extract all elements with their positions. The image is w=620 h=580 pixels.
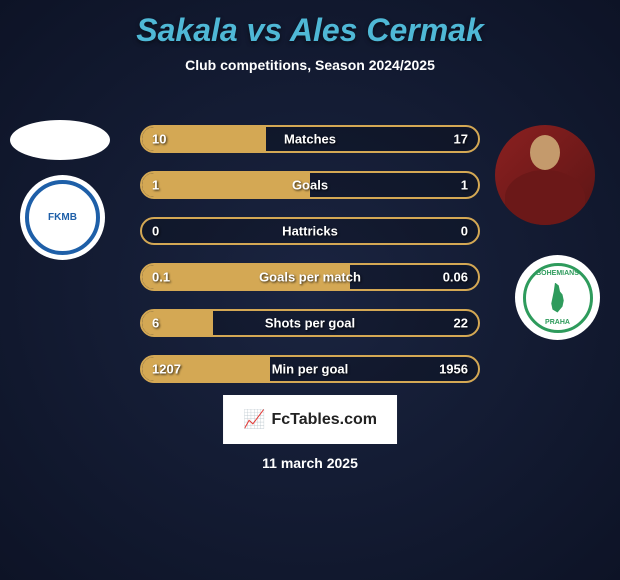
player-right-avatar [495,125,595,225]
stat-label: Matches [284,132,336,147]
comparison-title: Sakala vs Ales Cermak [0,12,620,49]
club-right-bottom: PRAHA [545,319,570,326]
stat-value-right: 1 [461,178,468,193]
chart-icon: 📈 [243,409,265,430]
player-head [530,135,560,170]
stat-value-left: 0.1 [152,270,170,285]
kangaroo-icon [545,283,570,313]
stats-container: 10 Matches 17 1 Goals 1 0 Hattricks 0 0.… [140,125,480,401]
stat-value-right: 0 [461,224,468,239]
footer-brand: 📈 FcTables.com [223,395,397,444]
stat-value-right: 17 [454,132,468,147]
club-right-badge: BOHEMIANS PRAHA [515,255,600,340]
stat-label: Shots per goal [265,316,355,331]
stat-row: 0 Hattricks 0 [140,217,480,245]
club-left-badge: FKMB [20,175,105,260]
stat-row: 0.1 Goals per match 0.06 [140,263,480,291]
player-left-avatar [10,120,110,160]
stat-row: 1207 Min per goal 1956 [140,355,480,383]
footer-brand-text: FcTables.com [271,411,377,429]
stat-value-left: 1 [152,178,159,193]
club-left-label: FKMB [25,180,100,255]
stat-value-left: 1207 [152,362,181,377]
stat-row: 6 Shots per goal 22 [140,309,480,337]
stat-row: 10 Matches 17 [140,125,480,153]
club-right-inner: BOHEMIANS PRAHA [523,263,593,333]
footer-date: 11 march 2025 [262,455,358,471]
stat-label: Goals [292,178,328,193]
stat-value-right: 22 [454,316,468,331]
stat-value-left: 10 [152,132,166,147]
comparison-subtitle: Club competitions, Season 2024/2025 [0,57,620,73]
stat-value-left: 0 [152,224,159,239]
header: Sakala vs Ales Cermak Club competitions,… [0,0,620,73]
stat-label: Min per goal [272,362,349,377]
stat-value-right: 1956 [439,362,468,377]
club-right-top: BOHEMIANS [536,270,579,277]
stat-label: Goals per match [259,270,361,285]
stat-label: Hattricks [282,224,338,239]
player-body [505,170,585,225]
stat-fill [142,173,310,197]
stat-row: 1 Goals 1 [140,171,480,199]
stat-value-left: 6 [152,316,159,331]
stat-value-right: 0.06 [443,270,468,285]
